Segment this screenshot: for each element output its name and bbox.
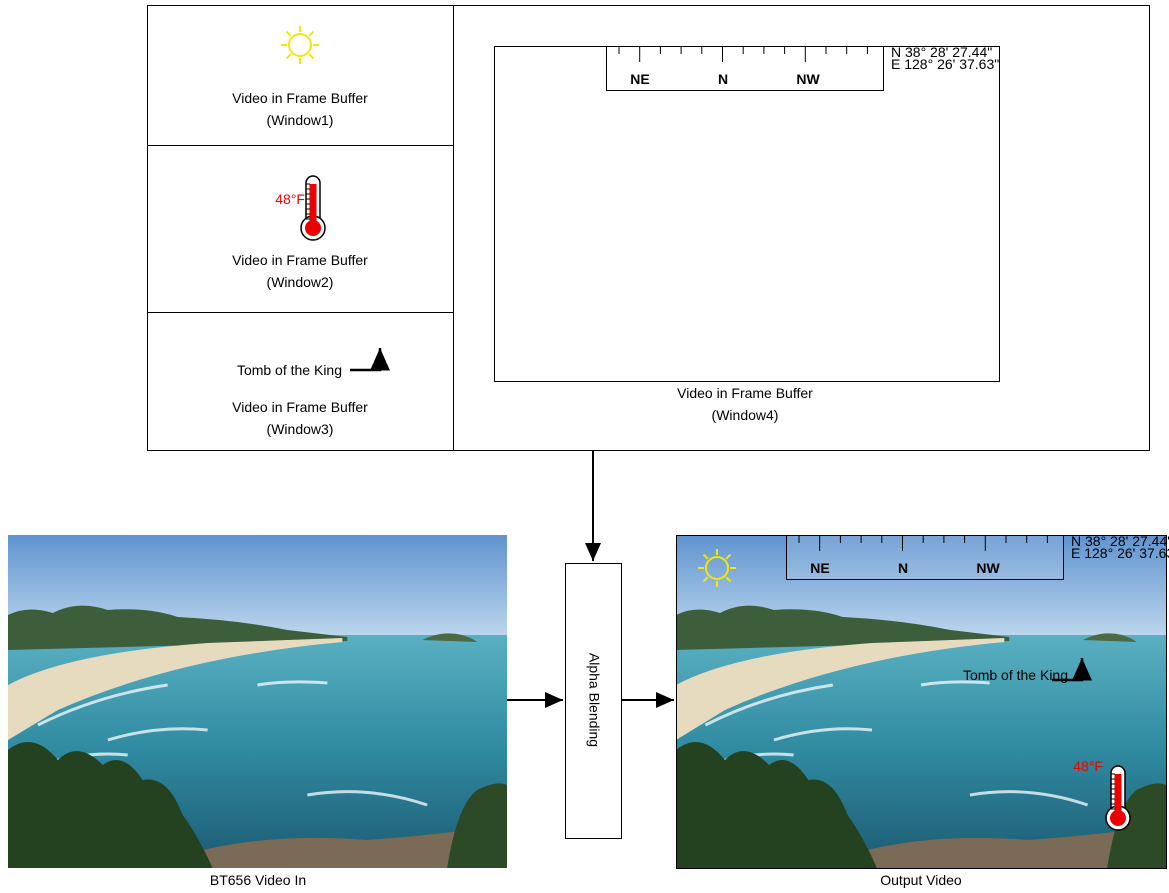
bulb-fill	[1110, 810, 1126, 826]
window-id: (Window1)	[267, 112, 334, 128]
output-label: Output Video	[880, 872, 962, 888]
longitude: E 128° 26' 37.63"	[891, 56, 999, 72]
temp-label: 48°F	[1073, 758, 1103, 774]
compass-label: N	[718, 71, 728, 87]
longitude: E 128° 26' 37.63"	[1071, 545, 1169, 561]
window-id: (Window4)	[712, 407, 779, 423]
compass-label: NE	[630, 71, 649, 87]
window-id: (Window2)	[267, 274, 334, 290]
thermometer: 48°F	[275, 176, 325, 240]
window-label: Video in Frame Buffer	[232, 90, 368, 106]
ray	[309, 32, 313, 36]
window-label: Video in Frame Buffer	[232, 399, 368, 415]
window-label: Video in Frame Buffer	[232, 252, 368, 268]
diagram: Alpha Blending BT656 Video In Output Vide…	[0, 0, 1169, 893]
ray	[309, 54, 313, 58]
photo	[8, 535, 507, 868]
sun	[289, 34, 311, 56]
tomb-arrow	[350, 348, 380, 370]
compass-label: NW	[796, 71, 820, 87]
compass-label: N	[898, 560, 908, 576]
bulb-fill	[305, 220, 321, 236]
ray	[287, 32, 291, 36]
window-label: Video in Frame Buffer	[677, 385, 813, 401]
compass-label: NE	[810, 560, 829, 576]
sun-icon	[281, 26, 319, 64]
photo	[676, 535, 1166, 868]
tomb-label: Tomb of the King	[237, 362, 342, 378]
temp-label: 48°F	[275, 191, 305, 207]
input-label: BT656 Video In	[210, 872, 306, 888]
blend-label: Alpha Blending	[586, 653, 602, 747]
window-id: (Window3)	[267, 421, 334, 437]
ray	[287, 54, 291, 58]
compass-label: NW	[976, 560, 1000, 576]
